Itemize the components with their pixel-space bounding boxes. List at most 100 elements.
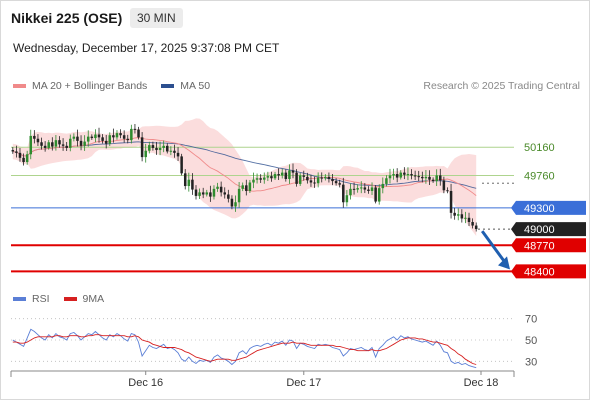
candle [464, 211, 467, 224]
candle-body [356, 188, 359, 190]
candle-body [306, 176, 309, 181]
candle-body [367, 189, 370, 191]
candle-body [413, 175, 417, 177]
candle [140, 132, 144, 162]
candle [223, 187, 226, 199]
candle-body [474, 225, 478, 230]
candle-body [248, 182, 252, 191]
candle-body [15, 151, 18, 153]
rsi-ma-line [12, 334, 477, 365]
candle [266, 171, 270, 182]
interval-badge[interactable]: 30 MIN [130, 8, 183, 28]
candle [216, 182, 219, 192]
candle [248, 179, 252, 193]
candle-body [223, 192, 226, 195]
candle [65, 142, 68, 151]
candle-body [270, 176, 273, 179]
legend-item-ma50: MA 50 [161, 80, 210, 92]
time-tick-label: Dec 18 [464, 377, 499, 389]
candle [18, 147, 22, 162]
candle-body [241, 185, 244, 189]
candle-body [119, 133, 122, 136]
candle [273, 171, 277, 180]
candle-body [36, 138, 40, 143]
candle-body [435, 175, 438, 182]
candle-body [108, 135, 112, 144]
candle [61, 138, 65, 151]
candle-body [385, 178, 388, 184]
candle-body [374, 187, 377, 202]
candle-body [316, 177, 320, 184]
candle-body [137, 129, 140, 138]
legend-swatch-ma50 [161, 84, 175, 88]
candle-body [291, 170, 295, 173]
candle [180, 153, 183, 176]
candle [115, 130, 119, 140]
candle [403, 167, 406, 180]
candle [176, 147, 180, 162]
candle [399, 170, 403, 180]
candle [40, 137, 43, 150]
candle-body [176, 152, 180, 157]
candle [191, 173, 194, 195]
candle-body [155, 147, 158, 151]
candle-body [216, 186, 219, 189]
candle [209, 185, 212, 202]
candle-body [277, 174, 280, 176]
candle [173, 144, 176, 158]
candle [90, 134, 94, 140]
candle [101, 134, 104, 144]
candle-body [417, 176, 420, 178]
candle-body [162, 145, 165, 148]
candle [306, 172, 309, 184]
candle-body [464, 217, 467, 219]
level-label-3: 49000 [524, 224, 555, 236]
candle [377, 184, 381, 205]
candle [51, 137, 54, 151]
candle [428, 170, 431, 185]
candle-body [33, 135, 36, 139]
candle-body [183, 173, 187, 187]
candle-body [403, 172, 406, 175]
legend-item-9ma: 9MA [63, 293, 104, 305]
candle [47, 140, 50, 150]
candle-body [424, 176, 428, 179]
level-label-1: 49760 [524, 170, 555, 182]
candle-body [284, 172, 288, 179]
candle [291, 163, 295, 179]
level-label-0: 50160 [524, 142, 555, 154]
candle-body [349, 188, 352, 196]
candle [22, 153, 25, 166]
candle-body [252, 179, 255, 183]
candle-body [54, 140, 58, 147]
ma20-line [12, 137, 477, 196]
candle [205, 189, 209, 197]
candle-body [148, 145, 151, 151]
legend-swatch-rsi [13, 297, 26, 301]
candle-body [237, 188, 241, 203]
candle-body [76, 136, 79, 141]
candle [410, 169, 413, 180]
rsi-legend: RSI 9MA [13, 293, 118, 305]
candle-body [133, 128, 137, 130]
candle [474, 222, 478, 232]
candle-body [245, 185, 248, 191]
candle-body [122, 135, 126, 139]
candle-body [280, 172, 284, 176]
candle [58, 136, 61, 148]
candle-body [173, 150, 176, 153]
candle [467, 212, 471, 227]
candle-body [288, 170, 291, 179]
candle-body [169, 150, 173, 152]
candle-body [331, 178, 334, 182]
candle [119, 129, 122, 139]
candle [356, 184, 359, 193]
candle [395, 168, 399, 183]
candle [148, 141, 151, 154]
candle-body [230, 198, 234, 207]
level-label-layer: 50160 49760 49300 49000 48770 48400 [511, 142, 586, 279]
candle [392, 168, 395, 180]
candle-body [140, 137, 144, 158]
candle-body [410, 174, 413, 176]
